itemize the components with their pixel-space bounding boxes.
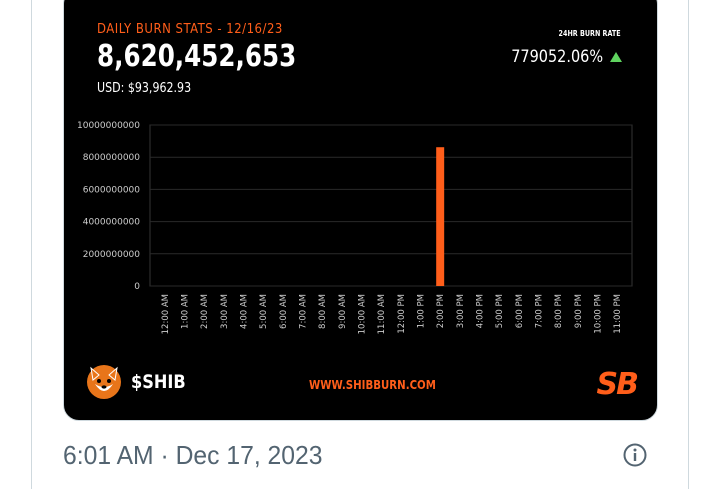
timeline-border-left (31, 0, 32, 489)
y-tick-label: 8000000000 (83, 153, 141, 163)
x-tick-label: 6:00 PM (515, 294, 525, 328)
x-tick-label: 5:00 PM (495, 294, 505, 328)
x-tick-label: 2:00 AM (200, 294, 210, 329)
x-tick-label: 1:00 PM (417, 294, 427, 328)
y-tick-label: 0 (134, 282, 140, 292)
x-tick-label: 10:00 PM (594, 294, 604, 334)
x-tick-label: 6:00 AM (279, 294, 289, 329)
x-tick-label: 9:00 PM (574, 294, 584, 328)
info-circle-icon[interactable] (623, 443, 647, 467)
x-tick-label: 8:00 AM (318, 294, 328, 329)
x-tick-label: 11:00 PM (613, 294, 623, 334)
usd-value: USD: $93,962.93 (97, 81, 192, 96)
shiba-inu-logo-icon (87, 365, 121, 399)
y-tick-label: 4000000000 (83, 218, 141, 228)
image-title: DAILY BURN STATS - 12/16/23 (97, 22, 283, 37)
burn-rate-label: 24HR BURN RATE (558, 29, 621, 38)
x-tick-label: 7:00 AM (298, 294, 308, 329)
post-timestamp[interactable]: 6:01 AM · Dec 17, 2023 (63, 440, 323, 470)
x-tick-label: 4:00 AM (239, 294, 249, 329)
x-tick-label: 1:00 AM (180, 294, 190, 329)
x-tick-label: 10:00 AM (357, 294, 367, 334)
website-label: WWW.SHIBBURN.COM (309, 378, 436, 392)
burn-chart: 0 2000000000 4000000000 6000000000 800000000… (77, 121, 633, 334)
plot-area (149, 124, 633, 287)
x-tick-label: 2:00 PM (436, 294, 446, 328)
burn-stats-image[interactable]: DAILY BURN STATS - 12/16/23 8,620,452,65… (63, 0, 658, 421)
x-tick-label: 11:00 AM (377, 294, 387, 334)
y-tick-label: 6000000000 (83, 185, 141, 195)
x-tick-label: 8:00 PM (554, 294, 564, 328)
x-tick-label: 3:00 PM (456, 294, 466, 328)
timeline-border-right (688, 0, 689, 489)
x-tick-label: 5:00 AM (259, 294, 269, 329)
x-tick-label: 4:00 PM (476, 294, 486, 328)
burn-rate-value: 779052.06% (511, 47, 603, 67)
brand-mark: SB (596, 367, 640, 402)
x-tick-label: 3:00 AM (220, 294, 230, 329)
token-symbol: $SHIB (131, 371, 186, 393)
total-burned: 8,620,452,653 (97, 39, 297, 74)
x-tick-label: 12:00 PM (397, 294, 407, 334)
x-tick-label: 9:00 AM (338, 294, 348, 329)
y-tick-label: 10000000000 (77, 121, 140, 131)
x-tick-label: 7:00 PM (535, 294, 545, 328)
triangle-up-icon (610, 52, 622, 62)
bar (436, 147, 445, 286)
x-tick-label: 12:00 AM (161, 294, 171, 334)
y-tick-label: 2000000000 (83, 250, 141, 260)
